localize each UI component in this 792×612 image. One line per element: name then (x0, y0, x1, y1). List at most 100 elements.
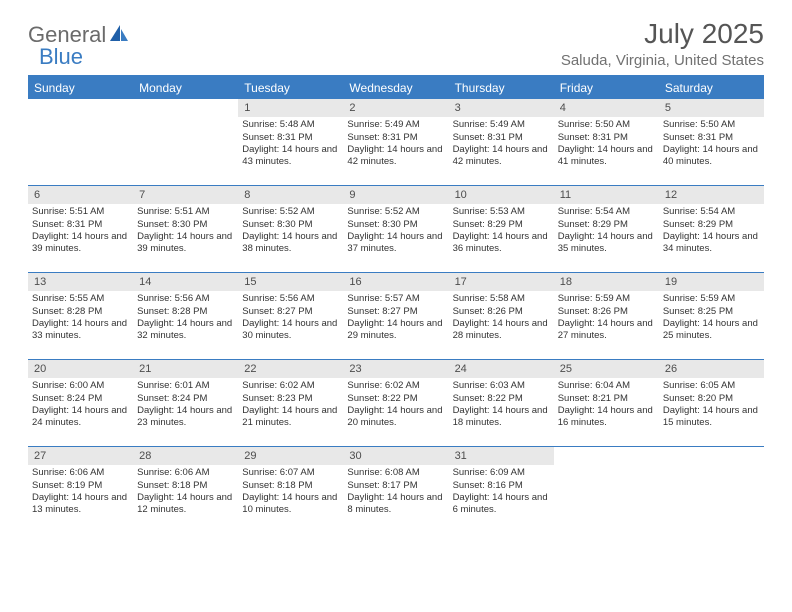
calendar-cell: 20Sunrise: 6:00 AMSunset: 8:24 PMDayligh… (28, 360, 133, 446)
day-number: 20 (28, 360, 133, 378)
cell-body: Sunrise: 6:01 AMSunset: 8:24 PMDaylight:… (133, 378, 238, 433)
calendar-cell: 16Sunrise: 5:57 AMSunset: 8:27 PMDayligh… (343, 273, 448, 359)
calendar-cell: 21Sunrise: 6:01 AMSunset: 8:24 PMDayligh… (133, 360, 238, 446)
day-number: 12 (659, 186, 764, 204)
cell-line: Sunrise: 5:50 AM (663, 119, 760, 131)
cell-body (133, 115, 238, 121)
cell-line: Sunset: 8:31 PM (242, 132, 339, 144)
cell-body: Sunrise: 5:59 AMSunset: 8:26 PMDaylight:… (554, 291, 659, 346)
calendar-cell (133, 99, 238, 185)
day-number: 9 (343, 186, 448, 204)
cell-body: Sunrise: 5:52 AMSunset: 8:30 PMDaylight:… (343, 204, 448, 259)
cell-line: Sunset: 8:31 PM (663, 132, 760, 144)
day-number: 31 (449, 447, 554, 465)
cell-line: Sunset: 8:24 PM (137, 393, 234, 405)
cell-line: Sunset: 8:27 PM (242, 306, 339, 318)
cell-line: Daylight: 14 hours and 40 minutes. (663, 144, 760, 169)
cell-line: Sunset: 8:26 PM (558, 306, 655, 318)
calendar-cell: 10Sunrise: 5:53 AMSunset: 8:29 PMDayligh… (449, 186, 554, 272)
cell-line: Sunrise: 5:59 AM (663, 293, 760, 305)
day-number: 23 (343, 360, 448, 378)
day-number: 1 (238, 99, 343, 117)
cell-line: Sunrise: 6:02 AM (242, 380, 339, 392)
calendar-cell: 11Sunrise: 5:54 AMSunset: 8:29 PMDayligh… (554, 186, 659, 272)
cell-line: Sunset: 8:31 PM (347, 132, 444, 144)
day-header: Wednesday (343, 77, 448, 99)
cell-line: Daylight: 14 hours and 25 minutes. (663, 318, 760, 343)
day-number: 29 (238, 447, 343, 465)
cell-line: Daylight: 14 hours and 33 minutes. (32, 318, 129, 343)
day-number: 14 (133, 273, 238, 291)
cell-line: Sunrise: 6:07 AM (242, 467, 339, 479)
cell-line: Sunset: 8:30 PM (347, 219, 444, 231)
cell-line: Daylight: 14 hours and 15 minutes. (663, 405, 760, 430)
cell-line: Sunrise: 6:08 AM (347, 467, 444, 479)
cell-body (554, 463, 659, 469)
cell-line: Daylight: 14 hours and 10 minutes. (242, 492, 339, 517)
week-row: 13Sunrise: 5:55 AMSunset: 8:28 PMDayligh… (28, 272, 764, 359)
cell-line: Sunset: 8:18 PM (242, 480, 339, 492)
cell-line: Sunset: 8:22 PM (347, 393, 444, 405)
calendar-cell: 14Sunrise: 5:56 AMSunset: 8:28 PMDayligh… (133, 273, 238, 359)
calendar-cell: 19Sunrise: 5:59 AMSunset: 8:25 PMDayligh… (659, 273, 764, 359)
cell-line: Sunrise: 5:52 AM (347, 206, 444, 218)
cell-line: Daylight: 14 hours and 39 minutes. (137, 231, 234, 256)
cell-body: Sunrise: 6:05 AMSunset: 8:20 PMDaylight:… (659, 378, 764, 433)
cell-line: Sunset: 8:21 PM (558, 393, 655, 405)
cell-line: Sunset: 8:28 PM (137, 306, 234, 318)
cell-body: Sunrise: 5:58 AMSunset: 8:26 PMDaylight:… (449, 291, 554, 346)
cell-line: Daylight: 14 hours and 16 minutes. (558, 405, 655, 430)
cell-body: Sunrise: 6:04 AMSunset: 8:21 PMDaylight:… (554, 378, 659, 433)
cell-line: Daylight: 14 hours and 29 minutes. (347, 318, 444, 343)
day-number: 6 (28, 186, 133, 204)
day-number: 19 (659, 273, 764, 291)
cell-line: Daylight: 14 hours and 27 minutes. (558, 318, 655, 343)
cell-body: Sunrise: 6:07 AMSunset: 8:18 PMDaylight:… (238, 465, 343, 520)
day-header: Friday (554, 77, 659, 99)
calendar-cell: 9Sunrise: 5:52 AMSunset: 8:30 PMDaylight… (343, 186, 448, 272)
cell-line: Daylight: 14 hours and 42 minutes. (453, 144, 550, 169)
cell-line: Sunset: 8:17 PM (347, 480, 444, 492)
cell-line: Sunset: 8:31 PM (32, 219, 129, 231)
cell-line: Sunrise: 5:59 AM (558, 293, 655, 305)
day-number: 18 (554, 273, 659, 291)
calendar-cell: 23Sunrise: 6:02 AMSunset: 8:22 PMDayligh… (343, 360, 448, 446)
day-number (659, 447, 764, 463)
cell-line: Daylight: 14 hours and 24 minutes. (32, 405, 129, 430)
day-number: 24 (449, 360, 554, 378)
cell-line: Sunset: 8:26 PM (453, 306, 550, 318)
cell-line: Daylight: 14 hours and 23 minutes. (137, 405, 234, 430)
cell-body: Sunrise: 5:49 AMSunset: 8:31 PMDaylight:… (449, 117, 554, 172)
cell-line: Sunset: 8:27 PM (347, 306, 444, 318)
cell-line: Sunrise: 5:51 AM (32, 206, 129, 218)
cell-body (28, 115, 133, 121)
cell-line: Sunrise: 5:52 AM (242, 206, 339, 218)
calendar-cell (554, 447, 659, 533)
cell-line: Sunrise: 5:55 AM (32, 293, 129, 305)
cell-line: Sunrise: 6:05 AM (663, 380, 760, 392)
cell-line: Daylight: 14 hours and 13 minutes. (32, 492, 129, 517)
cell-body: Sunrise: 5:56 AMSunset: 8:28 PMDaylight:… (133, 291, 238, 346)
day-number: 26 (659, 360, 764, 378)
cell-body: Sunrise: 5:51 AMSunset: 8:31 PMDaylight:… (28, 204, 133, 259)
day-number: 13 (28, 273, 133, 291)
cell-body: Sunrise: 6:02 AMSunset: 8:22 PMDaylight:… (343, 378, 448, 433)
logo-row2: Blue (38, 44, 83, 70)
cell-line: Sunset: 8:29 PM (558, 219, 655, 231)
day-number (28, 99, 133, 115)
day-number: 7 (133, 186, 238, 204)
cell-line: Daylight: 14 hours and 32 minutes. (137, 318, 234, 343)
day-number: 28 (133, 447, 238, 465)
week-row: 27Sunrise: 6:06 AMSunset: 8:19 PMDayligh… (28, 446, 764, 533)
cell-body: Sunrise: 5:51 AMSunset: 8:30 PMDaylight:… (133, 204, 238, 259)
calendar: SundayMondayTuesdayWednesdayThursdayFrid… (28, 75, 764, 533)
calendar-cell: 25Sunrise: 6:04 AMSunset: 8:21 PMDayligh… (554, 360, 659, 446)
title-block: July 2025 Saluda, Virginia, United State… (561, 18, 764, 69)
calendar-cell: 5Sunrise: 5:50 AMSunset: 8:31 PMDaylight… (659, 99, 764, 185)
calendar-cell: 29Sunrise: 6:07 AMSunset: 8:18 PMDayligh… (238, 447, 343, 533)
week-row: 20Sunrise: 6:00 AMSunset: 8:24 PMDayligh… (28, 359, 764, 446)
page: General July 2025 Saluda, Virginia, Unit… (0, 0, 792, 533)
cell-line: Daylight: 14 hours and 36 minutes. (453, 231, 550, 256)
calendar-cell: 7Sunrise: 5:51 AMSunset: 8:30 PMDaylight… (133, 186, 238, 272)
calendar-cell: 13Sunrise: 5:55 AMSunset: 8:28 PMDayligh… (28, 273, 133, 359)
